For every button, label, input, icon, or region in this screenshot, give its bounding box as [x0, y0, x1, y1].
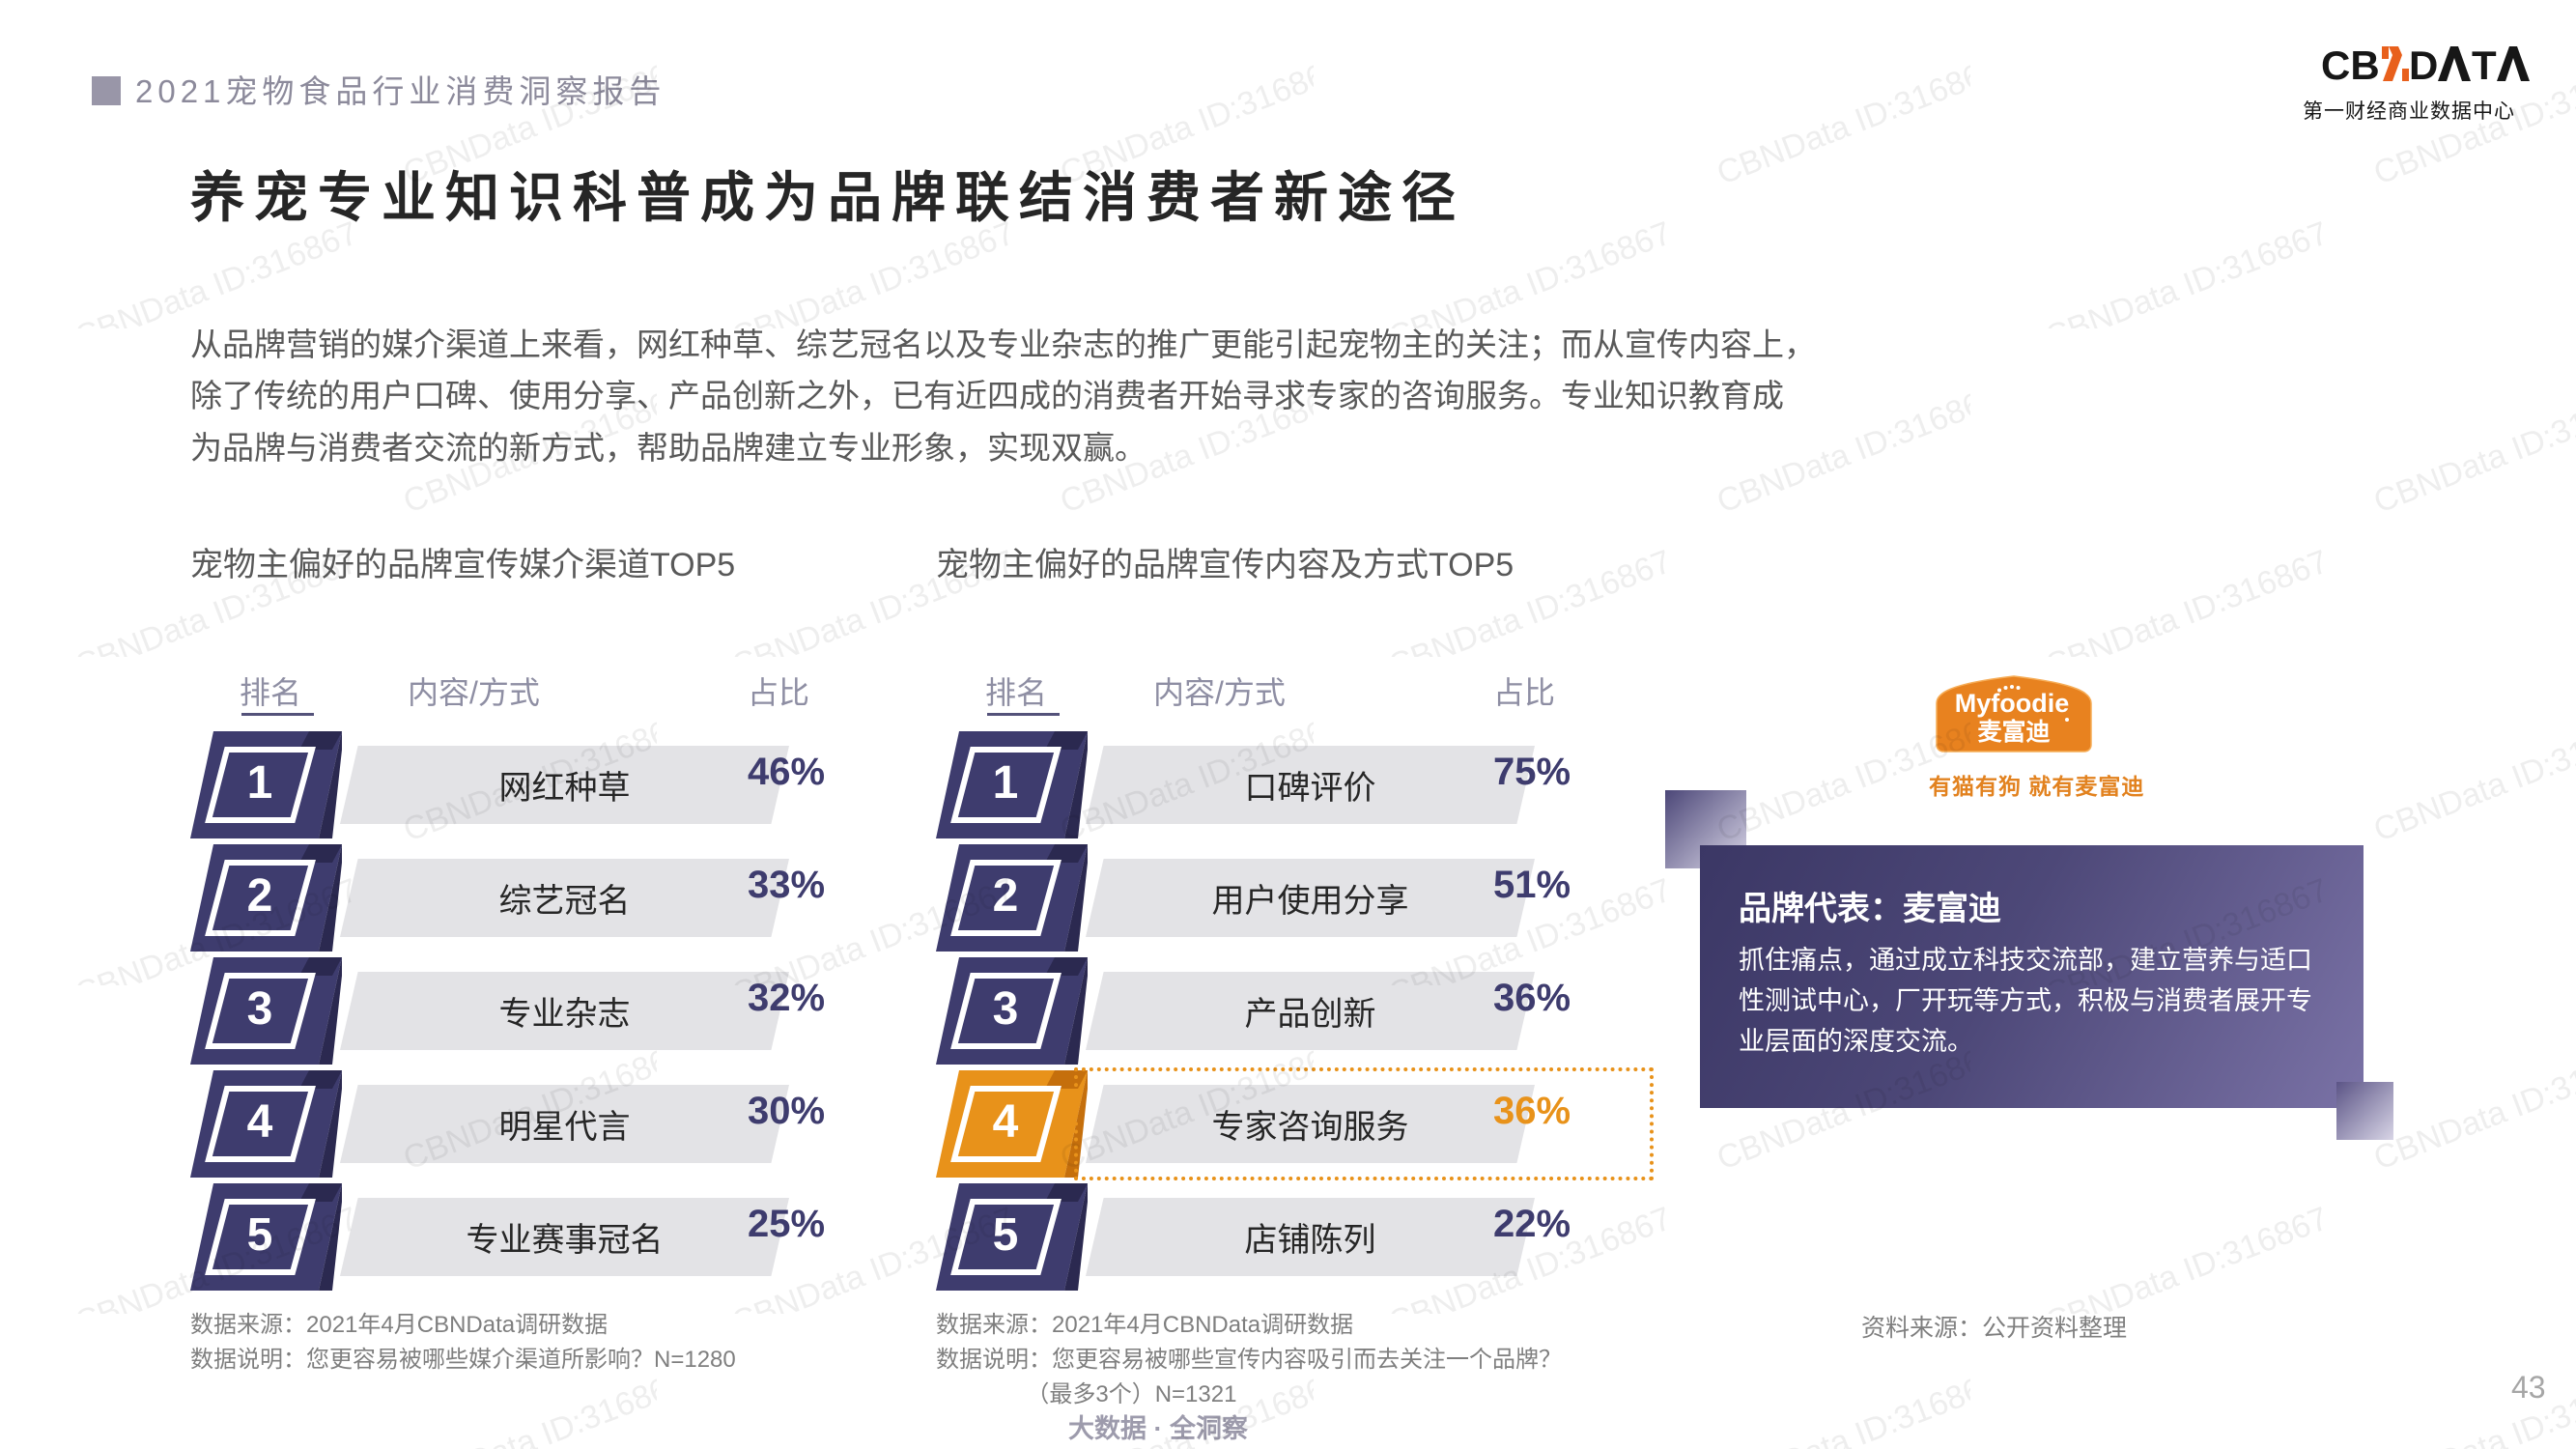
svg-text:4: 4: [993, 1096, 1019, 1148]
svg-text:4: 4: [247, 1096, 273, 1148]
svg-text:5: 5: [993, 1209, 1019, 1261]
svg-text:D: D: [2409, 45, 2438, 88]
svg-text:CB: CB: [2321, 45, 2380, 88]
svg-text:5: 5: [247, 1209, 273, 1261]
svg-text:T: T: [2472, 45, 2497, 88]
svg-text:2: 2: [993, 870, 1019, 922]
svg-text:2: 2: [247, 870, 273, 922]
svg-text:Myfoodie: Myfoodie: [1955, 689, 2070, 718]
svg-text:3: 3: [247, 983, 273, 1035]
svg-text:3: 3: [993, 983, 1019, 1035]
svg-text:1: 1: [993, 757, 1019, 809]
svg-text:麦富迪: 麦富迪: [1977, 718, 2050, 746]
svg-text:1: 1: [247, 757, 273, 809]
